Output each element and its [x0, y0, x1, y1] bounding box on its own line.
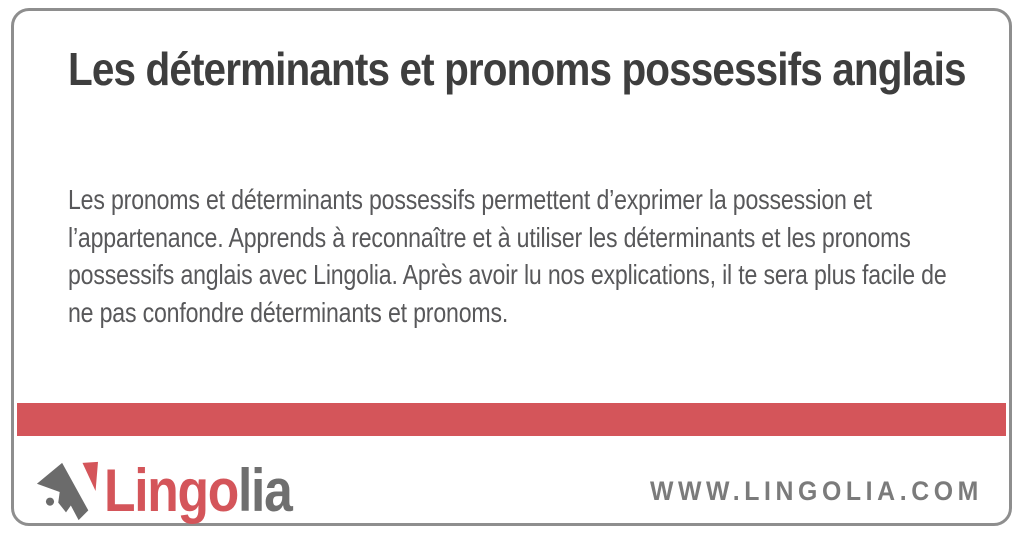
logo-text-lia: lia: [237, 457, 293, 524]
lesson-description: Les pronoms et déterminants possessifs p…: [68, 184, 947, 328]
lesson-card: Les déterminants et pronoms possessifs a…: [11, 8, 1012, 526]
logo-text-lingo: Lingo: [104, 457, 239, 524]
footer: Lingolia WWW.LINGOLIA.COM: [34, 453, 983, 529]
website-url: WWW.LINGOLIA.COM: [650, 475, 983, 506]
logo-wordmark: Lingolia: [104, 461, 293, 521]
accent-divider-bar: [17, 403, 1006, 436]
lingolia-logo: Lingolia: [34, 459, 322, 523]
page-title: Les déterminants et pronoms possessifs a…: [68, 43, 966, 95]
lingolia-bird-icon: [34, 459, 98, 523]
